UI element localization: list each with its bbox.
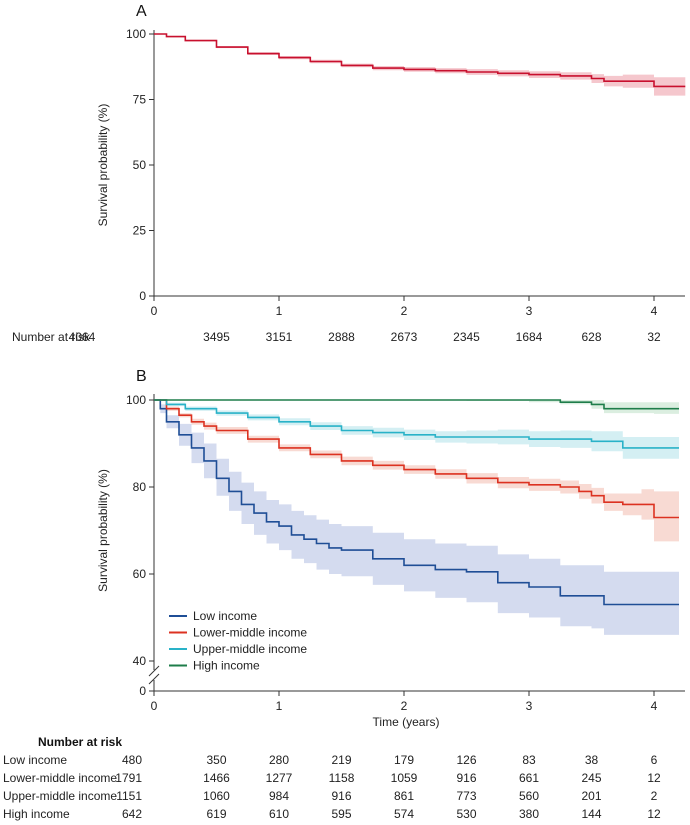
panel-a: A 0 25 50 75 100 0 1 2 3 4 Survival probability (%)… [12, 3, 686, 344]
panel-label-b: B [136, 368, 147, 385]
legend: Low income Lower-middle income Upper-middl… [169, 609, 307, 673]
risk-count: 2673 [391, 330, 418, 344]
legend-label: Lower-middle income [193, 626, 307, 640]
axis-break-mark [148, 665, 160, 677]
x-tick-label: 2 [401, 304, 408, 318]
survival-curve [154, 33, 686, 88]
survival-curve [154, 399, 679, 410]
y-tick-label: 50 [133, 158, 147, 172]
risk-count: 916 [456, 771, 476, 785]
risk-count: 219 [331, 753, 351, 767]
risk-count: 1277 [266, 771, 293, 785]
y-tick-label: 60 [133, 567, 147, 581]
risk-row-name: Lower-middle income [3, 771, 117, 785]
risk-count: 530 [456, 807, 476, 821]
risk-count: 984 [269, 789, 289, 803]
risk-count: 861 [394, 789, 414, 803]
risk-count: 628 [581, 330, 601, 344]
x-tick-label: 3 [526, 304, 533, 318]
risk-count: 350 [206, 753, 226, 767]
survival-curve [154, 399, 679, 606]
ci-band [154, 400, 679, 635]
x-tick-label: 1 [276, 699, 283, 713]
x-tick-label: 1 [276, 304, 283, 318]
risk-count: 610 [269, 807, 289, 821]
risk-count: 83 [522, 753, 536, 767]
x-axis-label: Time (years) [373, 715, 440, 729]
ci-band [154, 34, 686, 96]
x-tick-label: 3 [526, 699, 533, 713]
risk-count: 1791 [115, 771, 142, 785]
legend-label: High income [193, 659, 260, 673]
risk-count: 916 [331, 789, 351, 803]
risk-count: 1151 [116, 789, 142, 803]
risk-count: 179 [394, 753, 414, 767]
risk-count: 380 [519, 807, 539, 821]
ci-band [154, 400, 679, 459]
risk-row-name: High income [3, 807, 70, 821]
y-axis-label: Survival probability (%) [96, 469, 110, 592]
risk-count: 661 [519, 771, 539, 785]
y-tick-label: 0 [139, 684, 146, 698]
legend-label: Upper-middle income [193, 642, 307, 656]
risk-count: 2 [651, 789, 658, 803]
risk-count: 12 [647, 771, 661, 785]
risk-count: 6 [651, 753, 658, 767]
axis-break-mark [148, 673, 160, 685]
risk-count: 126 [456, 753, 476, 767]
ci-band [154, 400, 679, 414]
risk-count: 1060 [203, 789, 230, 803]
risk-count: 1158 [329, 771, 355, 785]
risk-count: 1466 [203, 771, 230, 785]
risk-count: 3151 [266, 330, 293, 344]
risk-count: 595 [331, 807, 351, 821]
risk-count: 245 [581, 771, 601, 785]
survival-curve [154, 399, 679, 519]
risk-count: 574 [394, 807, 414, 821]
x-tick-label: 4 [651, 699, 658, 713]
risk-count: 480 [122, 753, 142, 767]
y-tick-label: 100 [126, 27, 146, 41]
risk-count: 12 [647, 807, 661, 821]
risk-count: 642 [122, 807, 142, 821]
risk-table-label: Number at risk [12, 330, 91, 344]
risk-count: 619 [206, 807, 226, 821]
risk-count: 280 [269, 753, 289, 767]
panel-label-a: A [136, 3, 147, 20]
y-tick-label: 25 [133, 224, 147, 238]
y-tick-label: 100 [126, 393, 146, 407]
risk-count: 201 [581, 789, 601, 803]
risk-row-name: Upper-middle income [3, 789, 117, 803]
y-axis-label: Survival probability (%) [96, 104, 110, 227]
risk-count: 4064 [69, 330, 96, 344]
risk-count: 773 [456, 789, 476, 803]
ci-band [154, 400, 679, 542]
survival-curve [154, 399, 679, 449]
y-tick-label: 75 [133, 93, 147, 107]
risk-row-name: Low income [3, 753, 67, 767]
risk-count: 1059 [391, 771, 418, 785]
y-tick-label: 0 [139, 289, 146, 303]
risk-table-label: Number at risk [38, 735, 122, 749]
risk-count: 144 [581, 807, 601, 821]
risk-count: 32 [647, 330, 661, 344]
risk-count: 2888 [328, 330, 355, 344]
risk-count: 3495 [203, 330, 230, 344]
risk-count: 560 [519, 789, 539, 803]
legend-label: Low income [193, 609, 257, 623]
x-tick-label: 0 [151, 304, 158, 318]
risk-count: 2345 [453, 330, 480, 344]
y-tick-label: 40 [133, 654, 147, 668]
x-tick-label: 4 [651, 304, 658, 318]
x-tick-label: 0 [151, 699, 158, 713]
risk-count: 1684 [516, 330, 543, 344]
y-tick-label: 80 [133, 480, 147, 494]
risk-count: 38 [585, 753, 599, 767]
x-tick-label: 2 [401, 699, 408, 713]
